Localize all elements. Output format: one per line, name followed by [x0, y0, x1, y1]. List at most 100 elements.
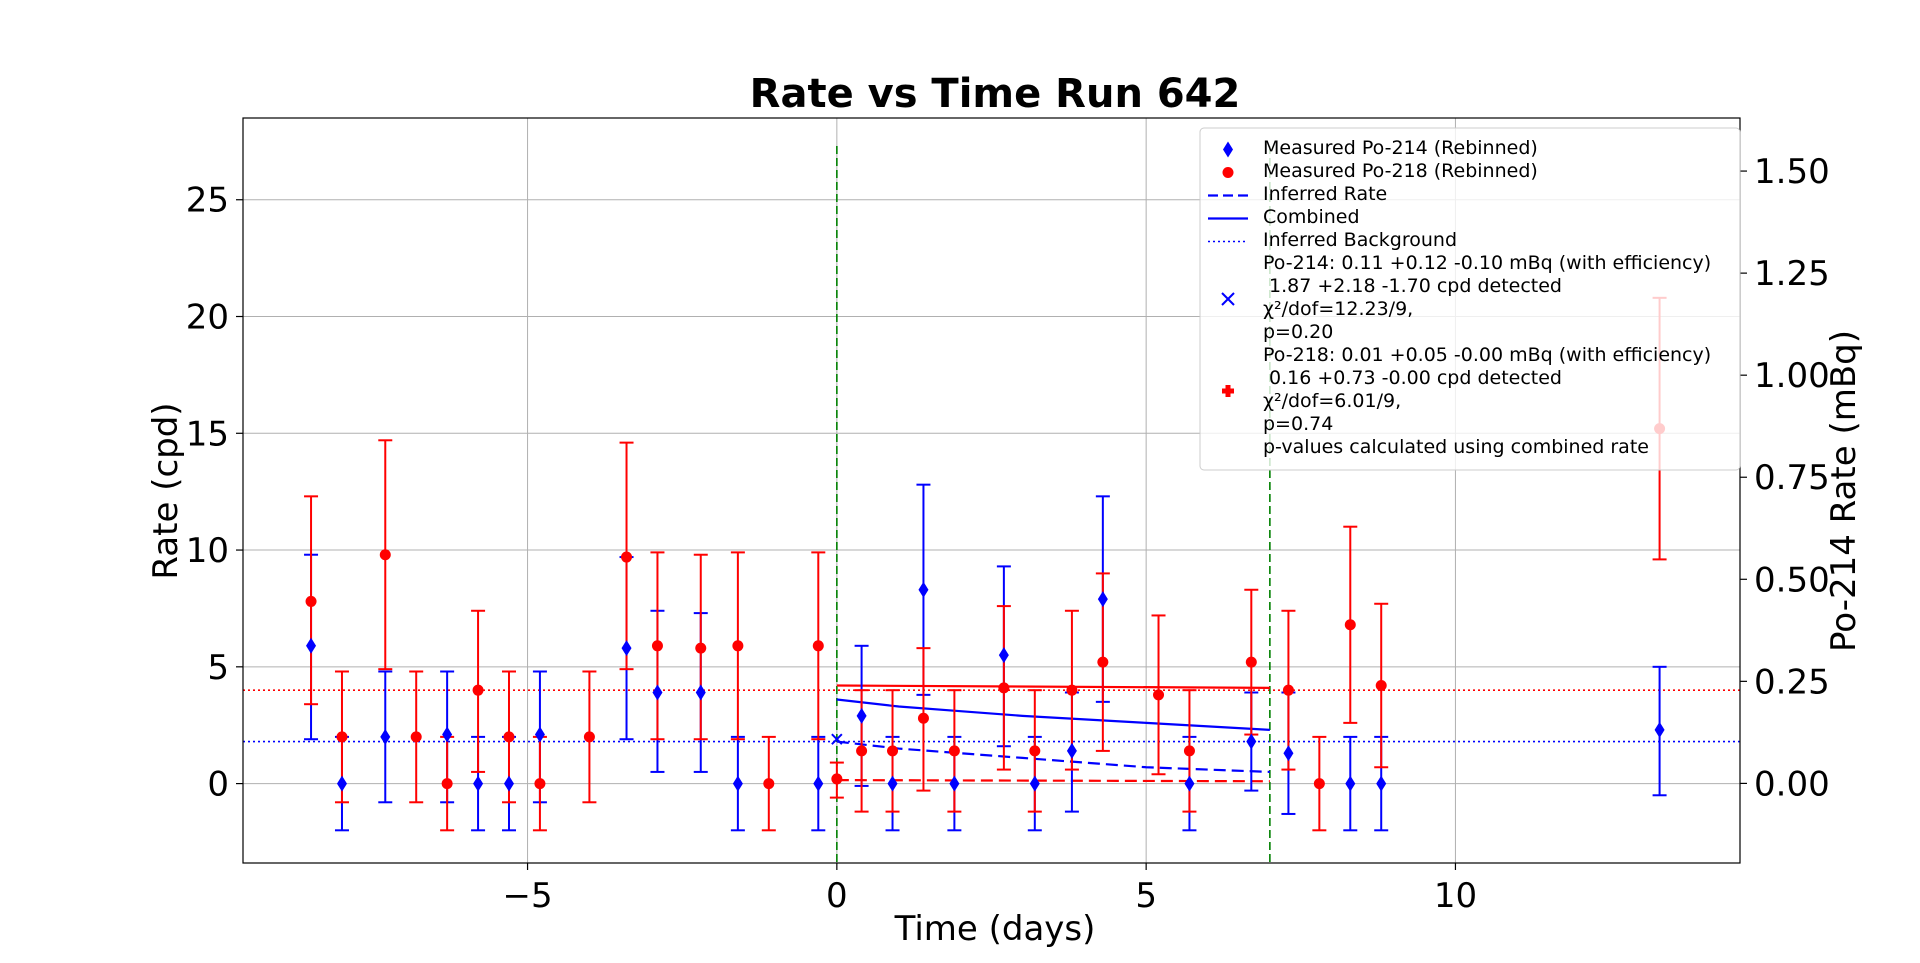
y2-tick-label: 0.25 — [1754, 662, 1830, 702]
legend-entry-po214: Measured Po-214 (Rebinned) — [1223, 137, 1538, 159]
po218-point — [379, 549, 391, 561]
solid-curve — [836, 684, 1270, 689]
po214-point — [1029, 775, 1040, 792]
y-axis-ticks: 0 5 10 15 20 25 — [186, 181, 243, 805]
po218-point — [1097, 656, 1109, 668]
y-tick-label: 15 — [186, 414, 229, 454]
po218-point — [1066, 684, 1078, 696]
po218-point — [1153, 689, 1165, 701]
legend-text: 1.87 +2.18 -1.70 cpd detected — [1263, 275, 1562, 297]
po218-point — [732, 640, 744, 652]
fit-curves — [836, 684, 1270, 783]
legend-text: Combined — [1263, 206, 1360, 228]
po214-point — [695, 684, 706, 701]
legend: Measured Po-214 (Rebinned)Measured Po-21… — [1199, 127, 1741, 471]
y2-tick-label: 1.00 — [1754, 356, 1830, 396]
legend-text: Measured Po-218 (Rebinned) — [1263, 160, 1538, 182]
po214-point — [1376, 775, 1387, 792]
y-axis-label: Rate (cpd) — [146, 402, 186, 579]
legend-text: Measured Po-214 (Rebinned) — [1263, 137, 1538, 159]
po218-point — [651, 640, 663, 652]
po214-point — [336, 775, 347, 792]
po214-point — [652, 684, 663, 701]
po218-point — [503, 731, 515, 743]
po214-point — [998, 647, 1009, 664]
po218-point — [856, 745, 868, 757]
plot-frame — [242, 117, 1741, 864]
legend-text: Inferred Background — [1263, 229, 1457, 251]
po214-point — [503, 775, 514, 792]
y2-tick-label: 1.25 — [1754, 254, 1830, 294]
po218-point — [583, 731, 595, 743]
po218-point — [695, 642, 707, 654]
y2-axis-ticks: 0.00 0.25 0.50 0.75 1.00 1.25 1.50 — [1740, 152, 1830, 804]
background-lines — [243, 689, 1740, 743]
x-tick-label: −5 — [502, 876, 552, 916]
po214-point — [1654, 721, 1665, 738]
po214-point — [380, 728, 391, 745]
po218-point — [1029, 745, 1041, 757]
chart-title: Rate vs Time Run 642 — [750, 71, 1241, 117]
legend-entry-combined: Combined — [1208, 206, 1360, 228]
po214-point — [887, 775, 898, 792]
y2-tick-label: 0.50 — [1754, 560, 1830, 600]
y-tick-label: 20 — [186, 298, 229, 338]
po214-point — [534, 726, 545, 743]
po218-point — [812, 640, 824, 652]
po218-point — [621, 551, 633, 563]
legend-entry-po218: Measured Po-218 (Rebinned) — [1222, 160, 1538, 182]
po214-point — [1246, 733, 1257, 750]
po218-point — [1282, 684, 1294, 696]
legend-entry-inferred-rate: Inferred Rate — [1208, 183, 1387, 205]
dashed-curve — [836, 778, 1270, 783]
po218-point — [305, 595, 317, 607]
data-points — [305, 423, 1666, 792]
legend-diamond-icon — [1223, 141, 1233, 158]
y2-tick-label: 1.50 — [1754, 152, 1830, 192]
y2-axis-label: Po-214 Rate (mBq) — [1824, 330, 1864, 652]
legend-text: Inferred Rate — [1263, 183, 1387, 205]
po214-point — [1097, 591, 1108, 608]
po218-point — [998, 682, 1010, 694]
po214-point — [918, 581, 929, 598]
po218-point — [887, 745, 899, 757]
po218-point — [472, 684, 484, 696]
x-tick-label: 0 — [826, 876, 848, 916]
legend-text: Po-218: 0.01 +0.05 -0.00 mBq (with effic… — [1263, 344, 1711, 366]
x-tick-label: 10 — [1434, 876, 1477, 916]
po218-point — [948, 745, 960, 757]
legend-text: χ²/dof=6.01/9, — [1263, 390, 1401, 412]
legend-entry-po218-fit: Po-218: 0.01 +0.05 -0.00 mBq (with effic… — [1222, 344, 1711, 435]
x-tick-label: 5 — [1135, 876, 1157, 916]
po218-point — [534, 778, 546, 790]
y2-tick-label: 0.75 — [1754, 458, 1830, 498]
po214-point — [621, 640, 632, 657]
po214-point — [1184, 775, 1195, 792]
x-axis-label: Time (days) — [894, 909, 1096, 949]
legend-entry-pvalue-note: p-values calculated using combined rate — [1263, 436, 1649, 458]
po218-point — [1313, 778, 1325, 790]
legend-text: p=0.20 — [1263, 321, 1333, 343]
y-tick-label: 0 — [207, 765, 229, 805]
legend-entry-inferred-bg: Inferred Background — [1208, 229, 1457, 251]
po214-point — [1066, 742, 1077, 759]
po218-point — [831, 773, 843, 785]
po218-point — [441, 778, 453, 790]
po214-point — [732, 775, 743, 792]
legend-x-icon — [1221, 292, 1235, 306]
y-tick-label: 5 — [207, 648, 229, 688]
legend-entry-po214-fit: Po-214: 0.11 +0.12 -0.10 mBq (with effic… — [1221, 252, 1711, 343]
solid-curve — [836, 698, 1270, 731]
x-axis-ticks: −5 0 5 10 — [502, 863, 1477, 916]
legend-circle-icon — [1222, 167, 1234, 178]
legend-text: χ²/dof=12.23/9, — [1263, 298, 1413, 320]
legend-text: p=0.74 — [1263, 413, 1333, 435]
po214-point — [813, 775, 824, 792]
legend-text: 0.16 +0.73 -0.00 cpd detected — [1263, 367, 1562, 389]
po214-point — [949, 775, 960, 792]
legend-text: Po-214: 0.11 +0.12 -0.10 mBq (with effic… — [1263, 252, 1711, 274]
y-tick-label: 25 — [186, 181, 229, 221]
po214-point — [442, 726, 453, 743]
legend-text: p-values calculated using combined rate — [1263, 436, 1649, 458]
